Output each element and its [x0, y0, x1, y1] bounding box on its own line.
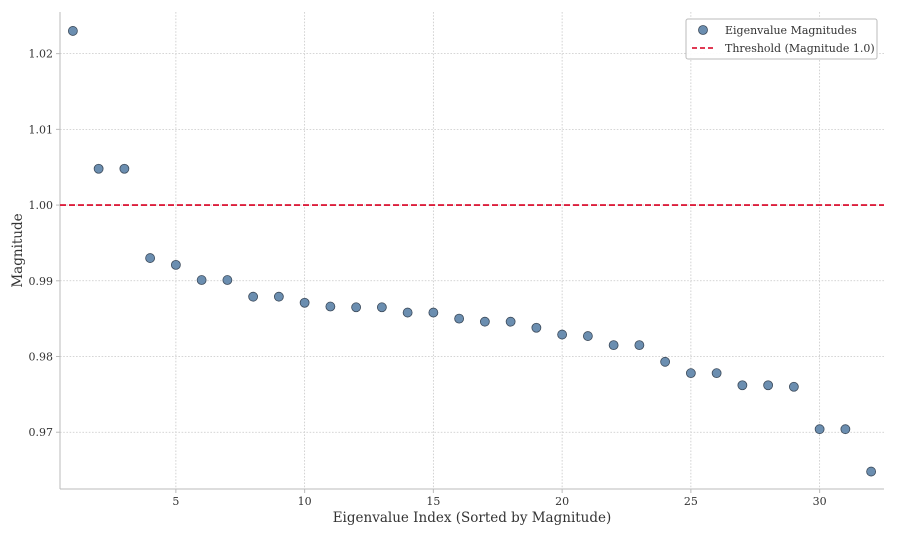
- data-point: [840, 424, 851, 435]
- data-point: [737, 380, 748, 391]
- data-point: [376, 302, 387, 313]
- legend-box: [685, 18, 878, 60]
- x-tick-label: 10: [298, 495, 312, 508]
- x-tick-label: 15: [426, 495, 440, 508]
- data-point: [685, 368, 696, 379]
- data-point: [505, 316, 516, 327]
- axes-spines: [59, 12, 884, 490]
- data-point: [119, 163, 130, 174]
- data-point: [531, 322, 542, 333]
- data-point: [711, 368, 722, 379]
- data-point: [351, 302, 362, 313]
- data-point: [634, 340, 645, 351]
- x-tick-label: 5: [172, 495, 179, 508]
- data-point: [196, 275, 207, 285]
- legend-marker-eigenvalues: [698, 25, 708, 35]
- data-point: [170, 259, 181, 270]
- y-tick-label: 0.98: [29, 351, 54, 364]
- data-point: [557, 329, 568, 340]
- data-point: [325, 301, 336, 312]
- data-point: [788, 381, 799, 392]
- data-point: [273, 291, 284, 302]
- x-axis-label: Eigenvalue Index (Sorted by Magnitude): [333, 510, 612, 526]
- data-point: [866, 466, 877, 477]
- data-point: [222, 275, 233, 285]
- x-tick-label: 30: [813, 495, 827, 508]
- data-point: [479, 316, 490, 327]
- legend-label-threshold: Threshold (Magnitude 1.0): [725, 42, 875, 55]
- y-tick-label: 0.97: [29, 426, 54, 439]
- x-tick-label: 25: [684, 495, 698, 508]
- data-point: [67, 26, 78, 36]
- y-tick-label: 1.02: [29, 48, 54, 61]
- scatter-points: [67, 26, 877, 477]
- data-point: [428, 307, 439, 318]
- legend-label-eigenvalues: Eigenvalue Magnitudes: [725, 24, 857, 37]
- x-axis: 5 10 15 20 25 30: [172, 489, 827, 508]
- data-point: [582, 331, 593, 341]
- data-point: [814, 424, 825, 435]
- legend: Eigenvalue Magnitudes Threshold (Magnitu…: [685, 18, 878, 60]
- y-tick-label: 1.00: [29, 199, 54, 212]
- data-point: [145, 253, 156, 263]
- data-point: [763, 380, 774, 391]
- data-point: [248, 291, 259, 302]
- y-tick-label: 0.99: [29, 275, 54, 288]
- data-point: [660, 356, 671, 367]
- data-point: [454, 313, 465, 324]
- data-point: [608, 340, 619, 351]
- y-tick-label: 1.01: [29, 123, 54, 136]
- grid: [60, 12, 884, 489]
- x-tick-label: 20: [555, 495, 569, 508]
- data-point: [93, 163, 104, 174]
- data-point: [299, 297, 310, 308]
- y-axis: 0.97 0.98 0.99 1.00 1.01 1.02: [29, 48, 60, 439]
- y-axis-label: Magnitude: [10, 213, 26, 287]
- data-point: [402, 307, 413, 318]
